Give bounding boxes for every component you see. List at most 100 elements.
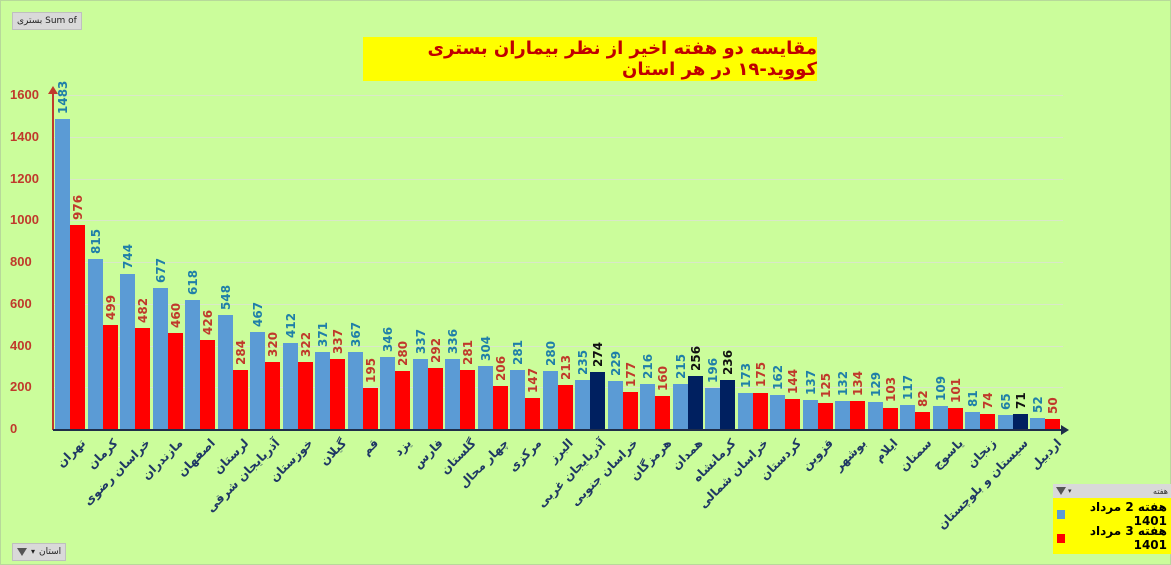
data-label-week3: 236 bbox=[721, 349, 736, 375]
bar-week2[interactable] bbox=[737, 392, 753, 429]
bar-week3[interactable] bbox=[102, 324, 118, 429]
legend-swatch bbox=[1057, 509, 1065, 519]
bar-week2[interactable] bbox=[542, 370, 558, 429]
gridline bbox=[53, 137, 1063, 138]
bar-week3[interactable] bbox=[655, 395, 671, 429]
bar-week3[interactable] bbox=[915, 411, 931, 429]
y-tick-label: 600 bbox=[10, 296, 32, 311]
values-field-button[interactable]: بستری Sum of bbox=[12, 12, 82, 30]
bar-week3[interactable] bbox=[817, 402, 833, 429]
data-label-week3: 71 bbox=[1013, 392, 1028, 410]
bar-week2[interactable] bbox=[510, 370, 526, 429]
bar-week2[interactable] bbox=[347, 352, 363, 429]
legend-header[interactable]: ▾ هفته bbox=[1053, 484, 1171, 498]
bar-week2[interactable] bbox=[1030, 418, 1046, 429]
legend-item-week3[interactable]: هفته 3 مرداد 1401 bbox=[1057, 524, 1167, 552]
bar-week3[interactable] bbox=[720, 379, 736, 429]
bar-week2[interactable] bbox=[55, 119, 70, 429]
bar-week3[interactable] bbox=[590, 371, 606, 429]
bar-week3[interactable] bbox=[947, 407, 963, 429]
data-label-week3: 322 bbox=[298, 331, 313, 357]
bar-week2[interactable] bbox=[835, 401, 851, 429]
data-label-week2: 346 bbox=[381, 326, 396, 352]
bar-week2[interactable] bbox=[770, 395, 786, 429]
category-label: اردبیل bbox=[1027, 436, 1064, 473]
bar-week2[interactable] bbox=[900, 404, 916, 429]
bar-week3[interactable] bbox=[622, 392, 638, 429]
gridline bbox=[53, 262, 1063, 263]
data-label-week3: 101 bbox=[948, 377, 963, 403]
bar-week3[interactable] bbox=[785, 398, 801, 429]
bar-week2[interactable] bbox=[412, 358, 428, 429]
data-label-week3: 50 bbox=[1046, 396, 1061, 414]
bar-week3[interactable] bbox=[557, 384, 573, 429]
bar-week3[interactable] bbox=[850, 401, 866, 429]
axis-field-button[interactable]: ▾ استان bbox=[12, 543, 67, 561]
bar-week3[interactable] bbox=[882, 407, 898, 429]
bar-week2[interactable] bbox=[185, 300, 201, 429]
bar-week3[interactable] bbox=[980, 413, 996, 429]
category-label: بوشهر bbox=[831, 436, 869, 474]
y-tick-label: 800 bbox=[10, 254, 32, 269]
bar-week2[interactable] bbox=[997, 415, 1013, 429]
bar-week2[interactable] bbox=[315, 351, 331, 429]
data-label-week3: 74 bbox=[981, 391, 996, 409]
bar-week3[interactable] bbox=[427, 368, 443, 429]
bar-week2[interactable] bbox=[380, 356, 396, 429]
legend-item-week2[interactable]: هفته 2 مرداد 1401 bbox=[1057, 500, 1167, 528]
bar-week2[interactable] bbox=[477, 365, 493, 429]
bar-week2[interactable] bbox=[445, 358, 461, 429]
bar-week3[interactable] bbox=[70, 225, 85, 429]
bar-week2[interactable] bbox=[965, 412, 981, 429]
bar-week2[interactable] bbox=[87, 258, 103, 429]
bar-week3[interactable] bbox=[752, 392, 768, 429]
bar-week3[interactable] bbox=[1012, 414, 1028, 429]
bar-week3[interactable] bbox=[167, 333, 183, 429]
data-label-week3: 175 bbox=[753, 362, 768, 388]
bar-week3[interactable] bbox=[1045, 418, 1061, 429]
bar-week2[interactable] bbox=[607, 381, 623, 429]
bar-week3[interactable] bbox=[492, 386, 508, 429]
bar-week2[interactable] bbox=[250, 331, 266, 429]
dropdown-icon: ▾ bbox=[31, 547, 36, 556]
data-label-week3: 499 bbox=[103, 294, 118, 320]
bar-week2[interactable] bbox=[932, 406, 948, 429]
bar-week3[interactable] bbox=[135, 328, 151, 429]
data-label-week3: 160 bbox=[656, 365, 671, 391]
bar-week3[interactable] bbox=[297, 361, 313, 429]
data-label-week3: 976 bbox=[71, 195, 85, 221]
bar-week2[interactable] bbox=[152, 287, 168, 429]
bar-week3[interactable] bbox=[362, 388, 378, 429]
bar-week3[interactable] bbox=[525, 398, 541, 429]
y-tick-label: 200 bbox=[10, 379, 32, 394]
category-label: سمنان bbox=[896, 436, 934, 474]
bar-week3[interactable] bbox=[330, 358, 346, 429]
dropdown-icon: ▾ bbox=[1068, 487, 1072, 495]
category-label: مرکزی bbox=[505, 436, 544, 475]
data-label-week2: 304 bbox=[478, 335, 493, 361]
bar-week2[interactable] bbox=[672, 384, 688, 429]
data-label-week3: 147 bbox=[526, 368, 541, 394]
bar-week3[interactable] bbox=[265, 362, 281, 429]
data-label-week3: 292 bbox=[428, 337, 443, 364]
bar-week3[interactable] bbox=[200, 340, 216, 429]
data-label-week3: 320 bbox=[266, 332, 281, 358]
bar-week2[interactable] bbox=[282, 343, 298, 429]
bar-week2[interactable] bbox=[705, 388, 721, 429]
bar-week3[interactable] bbox=[460, 370, 476, 429]
bar-week3[interactable] bbox=[395, 370, 411, 429]
bar-week2[interactable] bbox=[575, 379, 591, 429]
bar-week3[interactable] bbox=[232, 369, 248, 429]
filter-icon bbox=[1056, 487, 1066, 495]
data-label-week3: 337 bbox=[331, 328, 346, 354]
data-label-week2: 1483 bbox=[56, 81, 70, 115]
bar-week2[interactable] bbox=[802, 400, 818, 429]
bar-week2[interactable] bbox=[867, 402, 883, 429]
bar-week2[interactable] bbox=[640, 383, 656, 429]
y-tick-label: 1400 bbox=[10, 129, 39, 144]
bar-week2[interactable] bbox=[120, 273, 136, 429]
bar-week3[interactable] bbox=[687, 375, 703, 429]
bar-week2[interactable] bbox=[217, 314, 233, 429]
y-tick-label: 1600 bbox=[10, 87, 39, 102]
data-label-week2: 548 bbox=[218, 284, 233, 310]
